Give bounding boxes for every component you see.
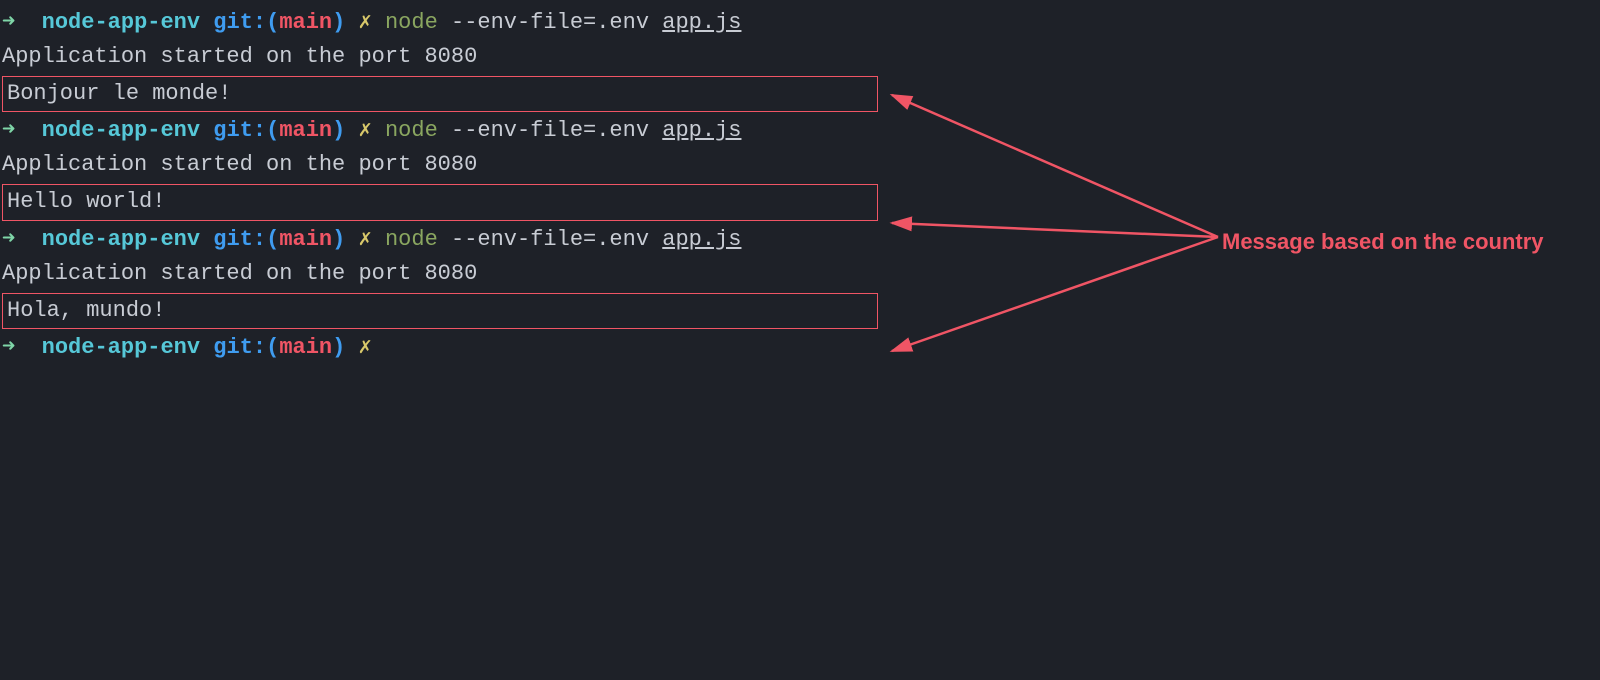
git-label: git: bbox=[213, 10, 266, 35]
paren-open: ( bbox=[266, 10, 279, 35]
prompt-directory: node-app-env bbox=[42, 10, 200, 35]
command-file: app.js bbox=[662, 118, 741, 143]
command-flag: --env-file=.env bbox=[451, 10, 649, 35]
terminal-output: ➜ node-app-env git:(main) ✗ node --env-f… bbox=[0, 0, 1600, 371]
dirty-indicator-icon: ✗ bbox=[359, 118, 372, 143]
prompt-arrow-icon: ➜ bbox=[2, 10, 15, 35]
command-name: node bbox=[385, 227, 438, 252]
localized-message: Hello world! bbox=[7, 185, 873, 219]
prompt-arrow-icon: ➜ bbox=[2, 227, 15, 252]
paren-open: ( bbox=[266, 227, 279, 252]
paren-close: ) bbox=[332, 227, 345, 252]
localized-message: Hola, mundo! bbox=[7, 294, 873, 328]
git-label: git: bbox=[213, 335, 266, 360]
output-line: Application started on the port 8080 bbox=[2, 40, 1598, 74]
highlighted-message-box: Bonjour le monde! bbox=[2, 76, 878, 112]
command-name: node bbox=[385, 118, 438, 143]
dirty-indicator-icon: ✗ bbox=[359, 335, 372, 360]
prompt-directory: node-app-env bbox=[42, 335, 200, 360]
git-label: git: bbox=[213, 227, 266, 252]
git-branch: main bbox=[279, 335, 332, 360]
paren-close: ) bbox=[332, 10, 345, 35]
command-flag: --env-file=.env bbox=[451, 227, 649, 252]
paren-close: ) bbox=[332, 335, 345, 360]
command-flag: --env-file=.env bbox=[451, 118, 649, 143]
highlighted-message-box: Hola, mundo! bbox=[2, 293, 878, 329]
prompt-arrow-icon: ➜ bbox=[2, 335, 15, 360]
annotation-label: Message based on the country bbox=[1222, 225, 1544, 259]
prompt-line[interactable]: ➜ node-app-env git:(main) ✗ node --env-f… bbox=[2, 114, 1598, 148]
dirty-indicator-icon: ✗ bbox=[359, 227, 372, 252]
git-label: git: bbox=[213, 118, 266, 143]
paren-open: ( bbox=[266, 335, 279, 360]
output-line: Application started on the port 8080 bbox=[2, 257, 1598, 291]
command-name: node bbox=[385, 10, 438, 35]
prompt-directory: node-app-env bbox=[42, 118, 200, 143]
command-file: app.js bbox=[662, 227, 741, 252]
prompt-arrow-icon: ➜ bbox=[2, 118, 15, 143]
git-branch: main bbox=[279, 10, 332, 35]
highlighted-message-box: Hello world! bbox=[2, 184, 878, 220]
output-line: Application started on the port 8080 bbox=[2, 148, 1598, 182]
git-branch: main bbox=[279, 227, 332, 252]
localized-message: Bonjour le monde! bbox=[7, 77, 873, 111]
dirty-indicator-icon: ✗ bbox=[359, 10, 372, 35]
command-file: app.js bbox=[662, 10, 741, 35]
paren-open: ( bbox=[266, 118, 279, 143]
prompt-line[interactable]: ➜ node-app-env git:(main) ✗ bbox=[2, 331, 1598, 365]
prompt-line[interactable]: ➜ node-app-env git:(main) ✗ node --env-f… bbox=[2, 6, 1598, 40]
git-branch: main bbox=[279, 118, 332, 143]
prompt-directory: node-app-env bbox=[42, 227, 200, 252]
paren-close: ) bbox=[332, 118, 345, 143]
